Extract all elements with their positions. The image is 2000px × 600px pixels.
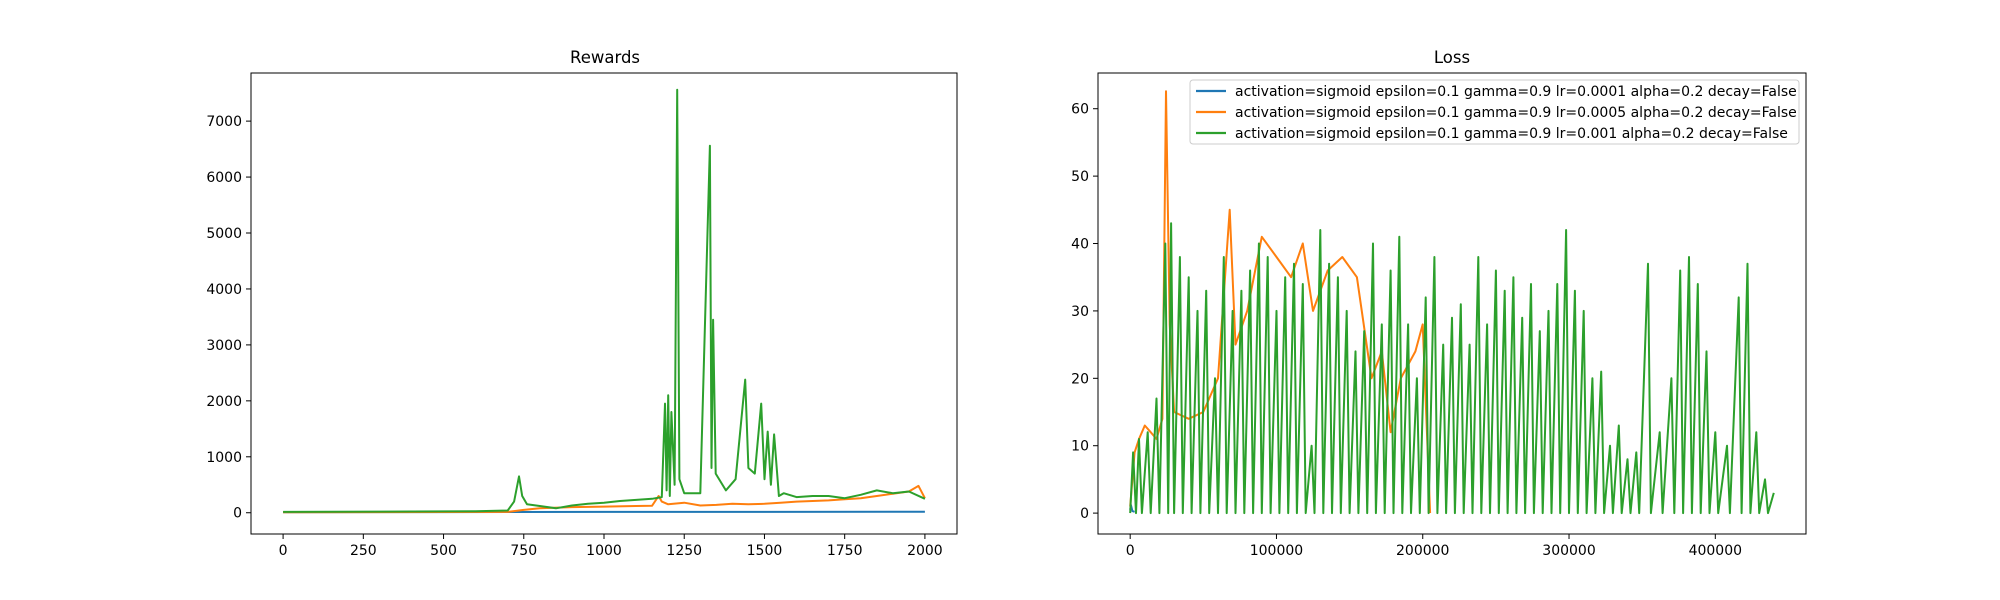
loss-panel: Loss 0 100000 200000 300000 400000 0 10 20 30 40 5… (1071, 48, 1807, 559)
legend-entry: activation=sigmoid epsilon=0.1 gamma=0.9… (1196, 126, 1788, 142)
y-tick-label: 0 (1080, 506, 1089, 522)
y-tick-label: 40 (1071, 237, 1089, 253)
y-tick-label: 10 (1071, 439, 1089, 455)
y-tick-label: 4000 (206, 282, 242, 298)
legend-label: activation=sigmoid epsilon=0.1 gamma=0.9… (1235, 126, 1788, 142)
rewards-plot-area (283, 88, 926, 514)
y-tick-label: 7000 (206, 114, 242, 130)
y-tick-label: 5000 (206, 226, 242, 242)
legend-label: activation=sigmoid epsilon=0.1 gamma=0.9… (1235, 105, 1797, 121)
x-tick-label: 100000 (1250, 543, 1303, 559)
x-tick-label: 1250 (666, 543, 702, 559)
series-line-3 (283, 88, 926, 513)
y-tick-label: 20 (1071, 371, 1089, 387)
y-tick-label: 6000 (206, 170, 242, 186)
y-tick-label: 30 (1071, 304, 1089, 320)
loss-plot-area (1129, 90, 1775, 515)
series-line-2 (283, 484, 926, 514)
rewards-axes: 0 250 500 750 1000 1250 1500 1750 2000 0 1000 2000 3… (206, 114, 942, 559)
x-tick-label: 1750 (827, 543, 863, 559)
x-tick-label: 500 (430, 543, 457, 559)
loss-axes: 0 100000 200000 300000 400000 0 10 20 30 40 50 60 (1071, 102, 1742, 559)
y-tick-label: 60 (1071, 102, 1089, 118)
rewards-title: Rewards (570, 48, 640, 67)
x-tick-label: 400000 (1689, 543, 1742, 559)
legend-entry: activation=sigmoid epsilon=0.1 gamma=0.9… (1196, 84, 1797, 100)
y-tick-label: 0 (233, 506, 242, 522)
x-tick-label: 2000 (907, 543, 943, 559)
legend-box (1189, 79, 1800, 145)
x-tick-label: 0 (1126, 543, 1135, 559)
y-tick-label: 50 (1071, 169, 1089, 185)
y-tick-label: 1000 (206, 450, 242, 466)
legend-entry: activation=sigmoid epsilon=0.1 gamma=0.9… (1196, 105, 1797, 121)
y-tick-label: 2000 (206, 394, 242, 410)
x-tick-label: 300000 (1542, 543, 1595, 559)
loss-title: Loss (1434, 48, 1470, 67)
x-tick-label: 1000 (586, 543, 622, 559)
legend-label: activation=sigmoid epsilon=0.1 gamma=0.9… (1235, 84, 1797, 100)
rewards-panel: Rewards 0 250 500 750 1000 1250 1500 1750 2000 0 1… (206, 48, 958, 559)
x-tick-label: 0 (279, 543, 288, 559)
x-tick-label: 750 (510, 543, 537, 559)
y-tick-label: 3000 (206, 338, 242, 354)
x-tick-label: 250 (350, 543, 377, 559)
loss-axes-frame (1097, 72, 1807, 535)
rewards-axes-frame (250, 72, 958, 535)
loss-legend: activation=sigmoid epsilon=0.1 gamma=0.9… (1189, 79, 1800, 145)
x-tick-label: 1500 (747, 543, 783, 559)
series-line-3 (1129, 222, 1775, 515)
x-tick-label: 200000 (1396, 543, 1449, 559)
